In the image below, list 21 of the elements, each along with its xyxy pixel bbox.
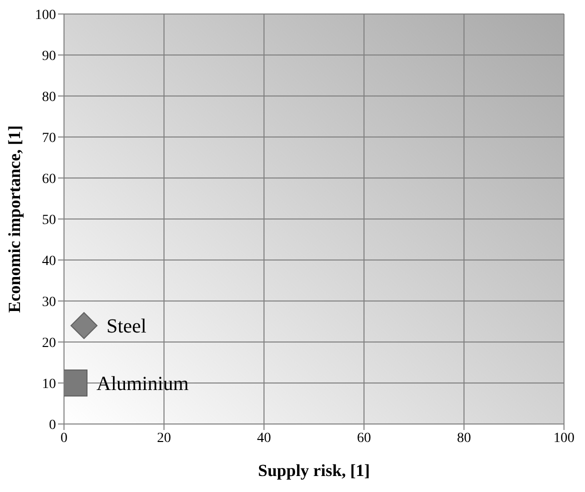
- x-tick-label: 20: [157, 430, 171, 446]
- x-axis-title: Supply risk, [1]: [258, 461, 370, 480]
- y-axis-title: Economic importance, [1]: [5, 125, 24, 313]
- y-tick-label: 20: [42, 336, 56, 351]
- y-tick-label: 10: [42, 376, 56, 392]
- y-tick-label: 40: [42, 254, 56, 269]
- y-tick-label: 100: [35, 8, 56, 23]
- y-tick-label: 0: [49, 418, 56, 433]
- y-tick-label: 80: [42, 90, 56, 105]
- x-tick-label: 80: [457, 430, 471, 446]
- y-tick-label: 90: [42, 48, 56, 64]
- x-tick-label: 60: [357, 430, 371, 446]
- y-tick-label: 70: [42, 130, 56, 146]
- series-label: Aluminium: [96, 373, 190, 396]
- x-tick-label: 100: [554, 430, 574, 446]
- series-label: Steel: [106, 316, 147, 338]
- y-tick-label: 50: [42, 212, 56, 228]
- x-tick-label: 40: [257, 430, 271, 446]
- y-tick-label: 60: [42, 172, 56, 187]
- x-tick-label: 0: [60, 430, 68, 446]
- y-tick-label: 30: [42, 294, 56, 310]
